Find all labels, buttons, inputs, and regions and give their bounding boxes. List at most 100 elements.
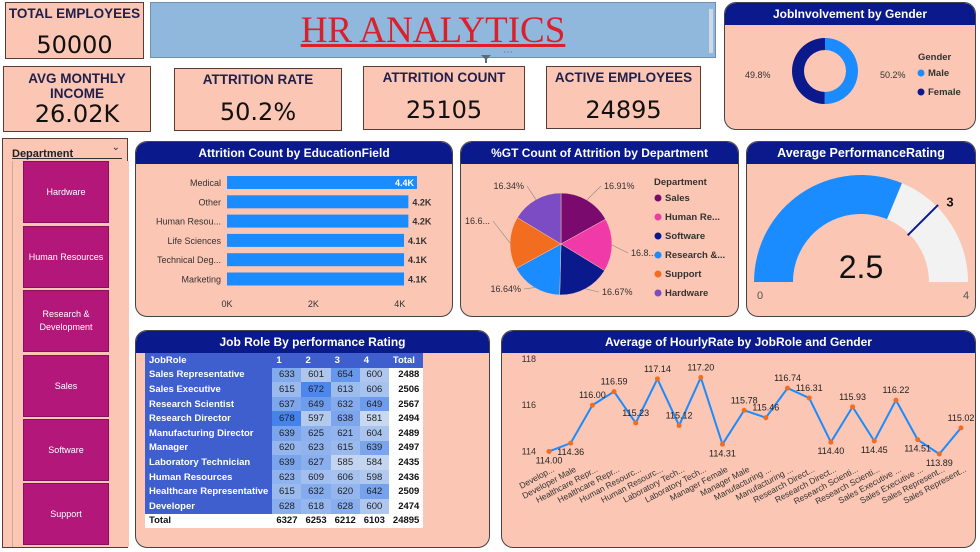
table-row[interactable]: Laboratory Technician 639 627 585 584 2435 <box>145 455 424 470</box>
rating-count-cell: 6103 <box>359 513 389 529</box>
line-point[interactable] <box>633 420 639 426</box>
rating-count-cell: 6327 <box>272 513 302 529</box>
y-tick-label: 118 <box>522 354 536 364</box>
jobrole-cell: Research Director <box>145 411 273 426</box>
visual-scrollbar[interactable] <box>709 9 713 53</box>
more-options-icon[interactable]: ⋯ <box>503 47 513 58</box>
legend-marker <box>654 232 662 240</box>
column-header[interactable]: 4 <box>359 353 389 368</box>
table-row[interactable]: Research Director 678 597 638 581 2494 <box>145 411 424 426</box>
line-value-label: 114.00 <box>536 455 563 465</box>
jobrole-cell: Research Scientist <box>145 396 273 412</box>
kpi-attrition-rate: ATTRITION RATE 50.2% <box>174 68 342 131</box>
slicer-item-hardware[interactable]: Hardware <box>23 161 109 223</box>
rating-count-cell: 600 <box>359 367 389 383</box>
line-point[interactable] <box>915 437 921 443</box>
rating-count-cell: 604 <box>359 425 389 441</box>
table-row[interactable]: Manager 620 623 615 639 2497 <box>145 440 424 456</box>
column-header[interactable]: 1 <box>272 353 302 368</box>
panel-title: JobInvolvement by Gender <box>725 3 975 25</box>
rating-count-cell: 598 <box>359 469 389 485</box>
rating-count-cell: 606 <box>330 469 360 485</box>
line-point[interactable] <box>719 441 725 447</box>
slicer-item-support[interactable]: Support <box>23 483 109 545</box>
line-point[interactable] <box>893 397 899 403</box>
column-header[interactable]: JobRole <box>145 353 273 368</box>
rating-count-cell: 649 <box>359 396 389 412</box>
rating-count-cell: 620 <box>330 484 360 499</box>
title-banner: HR ANALYTICS ⋯ <box>150 2 716 63</box>
slicer-header[interactable]: Department ⌄ <box>12 142 122 160</box>
pie-slice-2[interactable] <box>559 243 605 296</box>
line-point[interactable] <box>958 425 964 431</box>
line-point[interactable] <box>654 376 660 382</box>
pie-slice-label: 16.91% <box>604 181 635 191</box>
table-row[interactable]: Research Scientist 637 649 632 649 2567 <box>145 396 424 412</box>
line-point[interactable] <box>546 448 552 454</box>
table-row[interactable]: Developer 628 618 628 600 2474 <box>145 498 424 514</box>
line-point[interactable] <box>589 402 595 408</box>
slicer-list: Hardware Human Resources Research & Deve… <box>12 161 129 547</box>
bar-3[interactable] <box>227 233 405 247</box>
line-value-label: 115.23 <box>622 408 649 418</box>
bar-4[interactable] <box>227 253 405 267</box>
chevron-down-icon[interactable]: ⌄ <box>111 142 120 153</box>
pie-slice-5[interactable] <box>517 192 562 245</box>
pie-slice-3[interactable] <box>515 243 562 296</box>
jobrole-cell: Total <box>145 513 273 529</box>
table-row[interactable]: Sales Executive 615 672 613 606 2506 <box>145 382 424 397</box>
bar-1[interactable] <box>227 195 409 209</box>
line-point[interactable] <box>785 385 791 391</box>
slicer-item-software[interactable]: Software <box>23 419 109 481</box>
line-point[interactable] <box>936 451 942 457</box>
line-point[interactable] <box>741 407 747 413</box>
line-point[interactable] <box>850 404 856 410</box>
rating-count-cell: 632 <box>301 484 331 499</box>
gauge-fill[interactable] <box>754 175 902 282</box>
line-point[interactable] <box>871 438 877 444</box>
rating-count-cell: 606 <box>359 382 389 397</box>
table-row[interactable]: Human Resources 623 609 606 598 2436 <box>145 469 424 485</box>
gauge-target-label: 3 <box>946 195 953 210</box>
column-header[interactable]: Total <box>388 353 424 368</box>
bar-2[interactable] <box>227 214 409 228</box>
column-header[interactable]: 2 <box>301 353 331 368</box>
slicer-item-research-development[interactable]: Research & Development <box>23 290 109 352</box>
donut-chart: 49.8% 50.2% Gender Male Female <box>745 38 961 104</box>
kpi-value: 25105 <box>405 96 483 124</box>
panel-attrition-department: %GT Count of Attrition by Department 16.… <box>460 141 739 317</box>
legend-marker <box>654 213 662 221</box>
table-total-row[interactable]: Total 6327 6253 6212 6103 24895 <box>145 513 424 529</box>
bar-5[interactable] <box>227 272 405 286</box>
table-row[interactable]: Sales Representative 633 601 654 600 2488 <box>145 367 424 383</box>
line-point[interactable] <box>676 423 682 429</box>
table-row[interactable]: Healthcare Representative 615 632 620 642 250… <box>145 484 424 499</box>
line-point[interactable] <box>611 389 617 395</box>
bar-0[interactable] <box>227 176 417 189</box>
jobrole-cell: Manufacturing Director <box>145 425 273 441</box>
rating-count-cell: 632 <box>330 396 360 412</box>
slicer-item-sales[interactable]: Sales <box>23 355 109 417</box>
gauge-target-marker <box>906 204 939 237</box>
line-point[interactable] <box>806 395 812 401</box>
table-row[interactable]: Manufacturing Director 639 625 621 604 2489 <box>145 425 424 441</box>
filter-icon[interactable] <box>481 50 491 63</box>
line-point[interactable] <box>763 415 769 421</box>
rating-count-cell: 609 <box>301 469 331 485</box>
line-point[interactable] <box>568 440 574 446</box>
rating-count-cell: 600 <box>359 498 389 514</box>
panel-title: %GT Count of Attrition by Department <box>461 142 738 164</box>
line-series[interactable] <box>548 374 962 456</box>
column-header[interactable]: 3 <box>330 353 360 368</box>
donut-slice-male[interactable] <box>824 38 858 104</box>
pie-slice-4[interactable] <box>509 217 562 269</box>
slicer-item-human-resources[interactable]: Human Resources <box>23 226 109 288</box>
rating-count-cell: 649 <box>301 396 331 412</box>
rating-count-cell: 625 <box>301 425 331 441</box>
kpi-avg-monthly-income: AVG MONTHLY INCOME 26.02K <box>3 66 151 132</box>
line-point[interactable] <box>828 439 834 445</box>
donut-slice-female[interactable] <box>791 38 825 104</box>
line-point[interactable] <box>698 374 704 380</box>
kpi-label: ATTRITION COUNT <box>382 70 506 85</box>
pie-slice-label: 16.8... <box>631 248 656 258</box>
